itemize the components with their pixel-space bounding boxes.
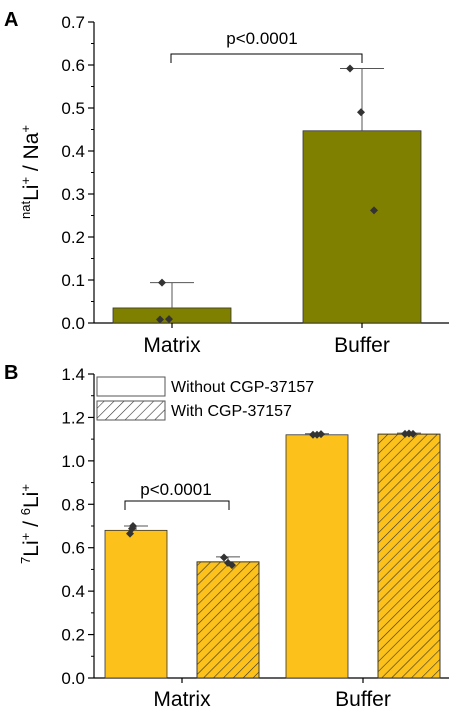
panel-a-ytick-label: 0.4: [61, 142, 85, 161]
legend-swatch-hatch: [96, 400, 166, 421]
x-category-label: Buffer: [335, 688, 391, 709]
x-category-label: Matrix: [143, 334, 201, 357]
bar-matrix: [112, 307, 232, 324]
bar-hatch: [377, 433, 441, 679]
panel-b-letter: B: [4, 362, 18, 384]
ylabel-a-part-2: +: [18, 177, 33, 185]
ylabel-a-part-4: +: [18, 125, 33, 133]
ylabel-a-part-0: nat: [18, 201, 33, 219]
ylabel-b-part-6: +: [18, 484, 33, 492]
panel-b-ytick-label: 1.4: [61, 365, 85, 384]
panel-a-plot-area: 0.0 0.1 0.2 0.3 0.4 0.5 0.6 0.7 Matrix Buffer p<0.…: [61, 13, 449, 357]
panel-b-ytick-label: 0.6: [61, 539, 85, 558]
data-point: [158, 278, 166, 287]
data-point: [317, 430, 325, 439]
panel-a-ytick-label: 0.1: [61, 271, 85, 290]
data-point: [346, 64, 354, 73]
panel-a-ytick-label: 0.3: [61, 185, 85, 204]
panel-b-ytick-label: 0.0: [61, 669, 85, 688]
bar-matrix-without: [104, 529, 168, 679]
ylabel-a-part-1: Li: [20, 185, 43, 201]
panel-b-plot-area: 0.0 0.2 0.4 0.6 0.8 1.0 1.2 1.4 Matrix Buffer p<0.…: [61, 365, 449, 709]
ylabel-a-part-3: / Na: [20, 132, 43, 177]
panel-b-ytick-label: 0.2: [61, 626, 85, 645]
legend: Without CGP-37157 With CGP-37157: [96, 376, 314, 421]
panel-b: B 7Li+ / 6Li+ 0.00.20.40.60.81.01.21.4Ma…: [4, 362, 449, 709]
legend-swatch: [96, 376, 166, 397]
legend-label: Without CGP-37157: [171, 379, 314, 396]
significance-bracket: [124, 500, 230, 510]
panel-b-ytick-label: 0.8: [61, 495, 85, 514]
panel-a-ytick-label: 0.0: [61, 314, 85, 333]
data-point: [156, 315, 164, 324]
p-value-annotation: p<0.0001: [226, 29, 297, 48]
panel-a-ytick-label: 0.7: [61, 13, 85, 32]
panel-a-ytick-label: 0.5: [61, 99, 85, 118]
ylabel-b-part-3: /: [20, 515, 43, 533]
p-value-annotation: p<0.0001: [140, 480, 211, 499]
panel-a-letter: A: [4, 9, 18, 31]
data-point: [220, 553, 228, 562]
panel-a-ylabel: natLi+ / Na+: [18, 125, 43, 219]
panel-b-ytick-label: 1.0: [61, 452, 85, 471]
bar-buffer: [302, 130, 422, 324]
data-point: [129, 522, 137, 530]
data-point: [370, 206, 378, 215]
x-category-label: Buffer: [334, 334, 390, 357]
x-category-label: Matrix: [153, 688, 211, 709]
data-point: [224, 558, 232, 567]
data-point: [165, 315, 173, 324]
panel-a-ytick-label: 0.2: [61, 228, 85, 247]
data-point: [409, 429, 417, 438]
ylabel-b-part-5: Li: [20, 492, 43, 508]
legend-label: With CGP-37157: [171, 403, 292, 420]
ylabel-b-part-2: +: [18, 533, 33, 541]
ylabel-b-part-0: 7: [18, 557, 33, 564]
significance-bracket: [170, 53, 363, 63]
data-point: [357, 108, 365, 117]
panel-a: A natLi+ / Na+ 0.00.10.20.30.40.50.60.7M…: [4, 9, 449, 357]
ylabel-b-part-4: 6: [18, 508, 33, 515]
ylabel-b-part-1: Li: [20, 540, 43, 556]
bar-hatch: [196, 561, 260, 679]
panel-b-ylabel: 7Li+ / 6Li+: [18, 484, 43, 564]
panel-b-ytick-label: 1.2: [61, 408, 85, 427]
panel-a-ytick-label: 0.6: [61, 56, 85, 75]
bar-buffer-without: [285, 434, 349, 679]
panel-b-ytick-label: 0.4: [61, 582, 85, 601]
